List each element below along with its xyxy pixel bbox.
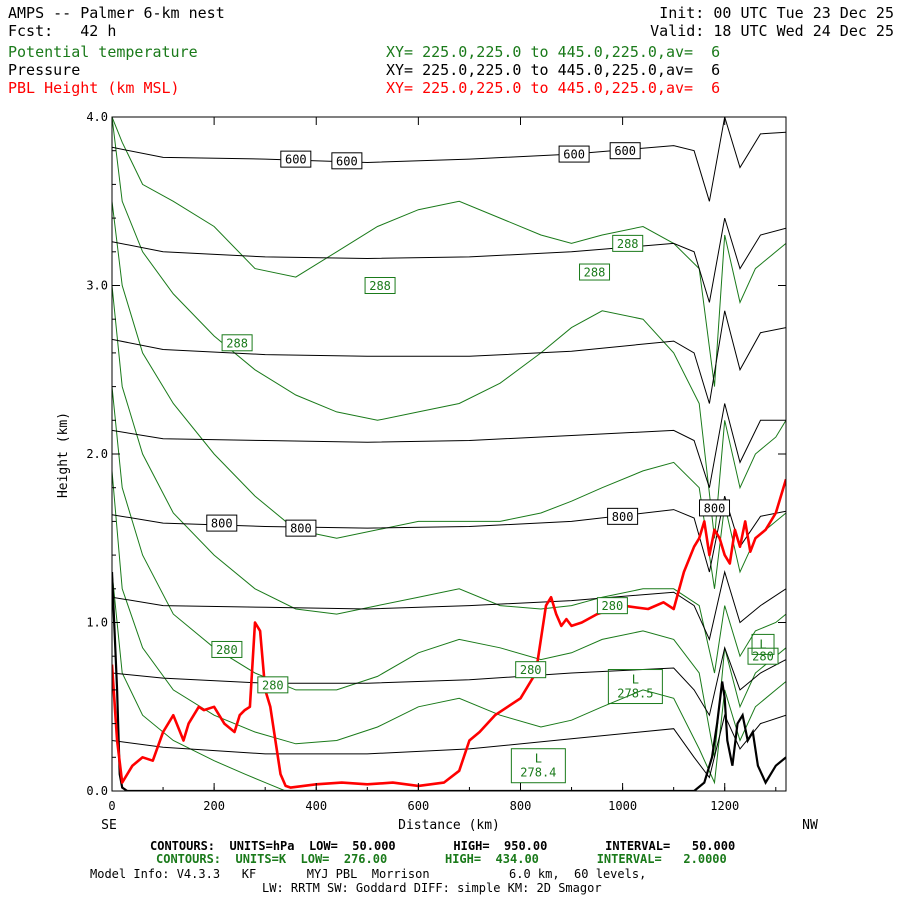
- pbl-height-line: [112, 478, 786, 789]
- contour-label-box-4: [206, 514, 238, 532]
- x-axis-label: Distance (km): [398, 818, 500, 833]
- contour-label-box-11: [221, 334, 253, 352]
- contour-label-box-2: [558, 145, 590, 163]
- x-tick-label-1: 200: [203, 799, 225, 813]
- pressure-contour-700: [112, 310, 786, 404]
- valid-time: Valid: 18 UTC Wed 24 Dec 25: [650, 22, 894, 40]
- contour-label-15: 280: [602, 599, 624, 613]
- y-tick-label-4: 4.0: [86, 110, 108, 124]
- contour-label-box-15: [596, 597, 628, 615]
- model-info: Model Info: V4.3.3 KF MYJ PBL Morrison 6…: [90, 867, 647, 881]
- x-tick-label-4: 800: [510, 799, 532, 813]
- contour-label-10: 288: [369, 279, 391, 293]
- low-annotation-box-2: [751, 633, 775, 655]
- plot-frame: [111, 116, 787, 792]
- theta-contour-3: [112, 386, 786, 758]
- model-title: AMPS -- Palmer 6-km nest: [8, 4, 225, 22]
- field-theta-xy: XY= 225.0,225.0 to 445.0,225.0,av= 6: [386, 43, 721, 61]
- model-info-physics: LW: RRTM SW: Goddard DIFF: simple KM: 2D…: [262, 881, 602, 895]
- theta-contour-info: CONTOURS: UNITS=K LOW= 276.00 HIGH= 434.…: [156, 852, 727, 866]
- y-tick-label-3: 3.0: [86, 279, 108, 293]
- x-end-label-left: SE: [101, 818, 117, 833]
- pressure-contour-950: [112, 713, 786, 779]
- contour-label-box-9: [579, 263, 611, 281]
- contour-label-9: 288: [584, 266, 606, 280]
- contour-label-box-7: [699, 499, 731, 517]
- field-pbl-name: PBL Height (km MSL): [8, 79, 180, 97]
- contour-label-11: 288: [226, 336, 248, 350]
- contour-label-box-14: [515, 661, 547, 679]
- init-time: Init: 00 UTC Tue 23 Dec 25: [659, 4, 894, 22]
- field-theta-name: Potential temperature: [8, 43, 198, 61]
- contour-label-box-6: [607, 507, 639, 525]
- low-annotation-text-0-0: L: [632, 673, 639, 687]
- x-tick-label-5: 1000: [608, 799, 637, 813]
- pressure-contour-800: [112, 495, 786, 573]
- contour-label-8: 288: [617, 237, 639, 251]
- field-pressure-name: Pressure: [8, 61, 81, 79]
- contour-label-16: 280: [752, 650, 774, 664]
- x-end-label-right: NW: [802, 818, 818, 833]
- plot-area: [112, 117, 786, 791]
- field-pbl-xy: XY= 225.0,225.0 to 445.0,225.0,av= 6: [386, 79, 721, 97]
- theta-contour-4: [112, 470, 786, 785]
- contour-label-4: 800: [211, 517, 233, 531]
- pressure-contour-850: [112, 570, 786, 641]
- x-tick-label-0: 0: [108, 799, 115, 813]
- y-tick-label-2: 2.0: [86, 447, 108, 461]
- y-tick-label-1: 1.0: [86, 616, 108, 630]
- contour-label-box-0: [280, 150, 312, 168]
- contour-label-box-10: [364, 277, 396, 294]
- contour-label-13: 280: [262, 678, 284, 692]
- pressure-contour-750: [112, 403, 786, 488]
- low-annotation-text-0-1: 278.5: [617, 687, 653, 701]
- x-tick-label-6: 1200: [710, 799, 739, 813]
- y-tick-label-0: 0.0: [86, 784, 108, 798]
- contour-label-box-1: [331, 152, 363, 170]
- contour-label-box-13: [257, 676, 289, 694]
- contour-label-box-12: [211, 640, 243, 658]
- y-axis-label: Height (km): [56, 412, 71, 498]
- contour-label-5: 800: [290, 522, 312, 536]
- low-annotation-text-1-0: L: [535, 752, 542, 766]
- contour-label-box-16: [747, 647, 779, 665]
- contour-label-0: 600: [285, 153, 307, 167]
- low-annotation-box-0: [607, 669, 663, 705]
- low-annotation-text-1-1: 278.4: [520, 766, 556, 780]
- low-annotation-box-1: [510, 748, 566, 784]
- field-pressure-xy: XY= 225.0,225.0 to 445.0,225.0,av= 6: [386, 61, 721, 79]
- x-tick-label-2: 400: [305, 799, 327, 813]
- contour-label-3: 600: [614, 144, 636, 158]
- pressure-contour-600: [112, 117, 786, 202]
- pressure-contour-info: CONTOURS: UNITS=hPa LOW= 50.000 HIGH= 95…: [150, 839, 736, 853]
- contour-label-7: 800: [704, 501, 726, 515]
- contour-label-box-3: [609, 142, 641, 160]
- contour-label-12: 280: [216, 643, 238, 657]
- contour-label-1: 600: [336, 154, 358, 168]
- contour-label-box-8: [612, 234, 644, 252]
- forecast-hour: Fcst: 42 h: [8, 22, 117, 40]
- theta-contour-0: [112, 117, 786, 539]
- low-annotation-text-2-0: L: [759, 637, 766, 651]
- contour-label-box-5: [285, 519, 317, 537]
- contour-label-6: 800: [612, 510, 634, 524]
- terrain-line: [112, 571, 786, 791]
- x-tick-label-3: 600: [408, 799, 430, 813]
- contour-label-2: 600: [563, 148, 585, 162]
- theta-contour-5: [112, 571, 286, 791]
- theta-contour-6: [112, 117, 786, 387]
- pressure-contour-650: [112, 217, 786, 303]
- contour-label-14: 280: [520, 663, 542, 677]
- theta-contour-2: [112, 285, 786, 674]
